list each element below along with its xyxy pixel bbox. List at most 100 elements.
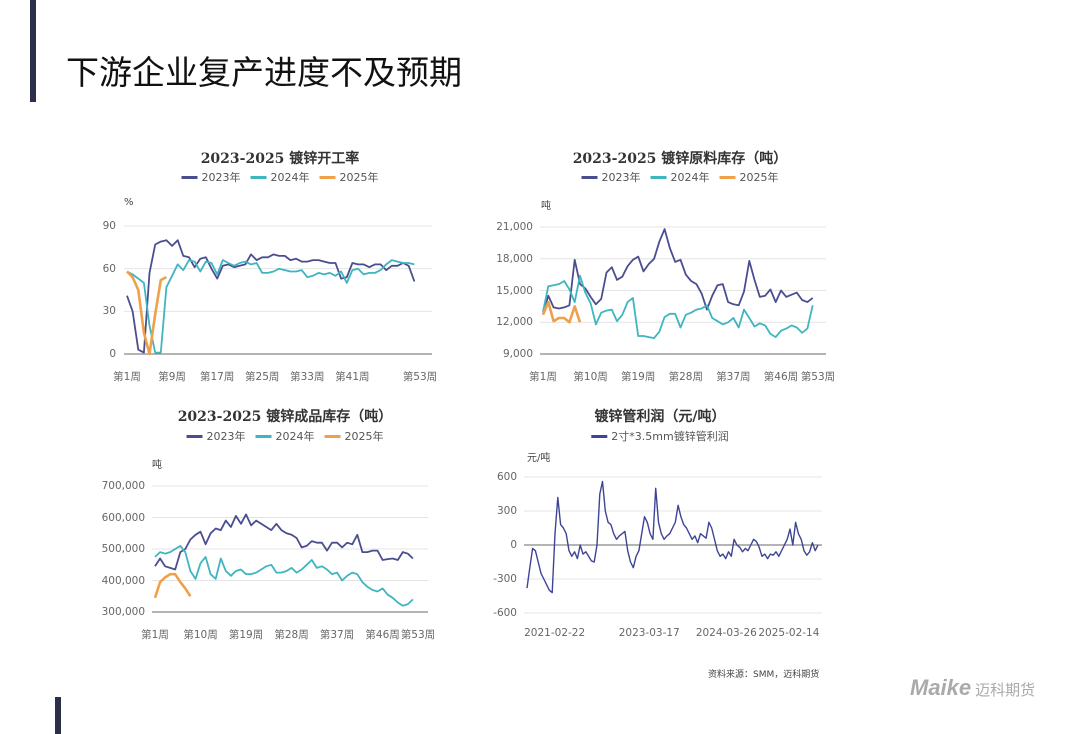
y-tick-label: 30 bbox=[102, 305, 116, 318]
y-tick-label: 60 bbox=[102, 262, 116, 275]
chart-title: 2023-2025 镀锌成品库存（吨） bbox=[177, 409, 393, 425]
axis-unit: % bbox=[124, 197, 134, 208]
legend-swatch bbox=[581, 175, 598, 179]
y-tick-label: 300 bbox=[496, 505, 517, 517]
maike-logo: Maike 迈科期货 bbox=[910, 675, 1035, 701]
x-tick-label: 2023-03-17 bbox=[618, 627, 680, 639]
x-tick-label: 第53周 bbox=[400, 629, 436, 641]
series-line-2024 bbox=[154, 545, 414, 607]
legend-item: 2025年 bbox=[719, 169, 779, 185]
legend-swatch bbox=[250, 175, 267, 179]
chart-legend: 2023年 2024年 2025年 bbox=[181, 169, 379, 185]
y-tick-label: 9,000 bbox=[502, 348, 533, 360]
y-tick-label: 18,000 bbox=[496, 252, 533, 265]
legend-item: 2023年 bbox=[581, 169, 641, 185]
x-tick-label: 2024-03-26 bbox=[695, 627, 757, 639]
legend-item: 2023年 bbox=[181, 169, 241, 185]
legend-item: 2寸*3.5mm镀锌管利润 bbox=[591, 428, 729, 444]
series-line-2025 bbox=[541, 300, 582, 324]
x-tick-label: 2021-02-22 bbox=[524, 627, 586, 639]
y-tick-label: 600,000 bbox=[101, 511, 145, 524]
x-tick-label: 第46周 bbox=[763, 371, 799, 383]
legend-label: 2寸*3.5mm镀锌管利润 bbox=[611, 430, 729, 443]
legend-item: 2024年 bbox=[650, 169, 710, 185]
series-line-2023 bbox=[542, 228, 814, 315]
x-tick-label: 第10周 bbox=[573, 371, 608, 383]
series-line-profit bbox=[526, 480, 819, 594]
x-tick-label: 第37周 bbox=[716, 371, 751, 383]
series-line-2025 bbox=[153, 572, 192, 599]
x-tick-label: 第53周 bbox=[800, 371, 836, 383]
x-tick-label: 2025-02-14 bbox=[758, 627, 820, 639]
x-tick-label: 第28周 bbox=[668, 371, 703, 383]
series-line-2024 bbox=[542, 274, 814, 340]
x-tick-label: 第33周 bbox=[290, 371, 325, 383]
axis-unit: 元/吨 bbox=[527, 453, 551, 464]
legend-label: 2024年 bbox=[275, 430, 315, 443]
legend-swatch bbox=[186, 434, 203, 438]
x-tick-label: 第10周 bbox=[183, 629, 218, 641]
series-line-2023 bbox=[126, 239, 416, 354]
y-tick-label: -300 bbox=[493, 573, 517, 585]
legend-swatch bbox=[181, 175, 198, 179]
chart-legend: 2寸*3.5mm镀锌管利润 bbox=[591, 428, 729, 444]
x-tick-label: 第1周 bbox=[141, 629, 169, 641]
x-tick-label: 第19周 bbox=[621, 371, 656, 383]
legend-label: 2023年 bbox=[201, 171, 241, 184]
legend-item: 2023年 bbox=[186, 428, 246, 444]
x-tick-label: 第37周 bbox=[319, 629, 355, 641]
x-tick-label: 第41周 bbox=[335, 371, 370, 383]
y-tick-label: 12,000 bbox=[496, 316, 533, 329]
legend-swatch bbox=[319, 175, 336, 179]
series-line-2023 bbox=[154, 513, 414, 571]
chart-title: 2023-2025 镀锌原料库存（吨） bbox=[572, 151, 788, 167]
axis-unit: 吨 bbox=[152, 460, 162, 471]
x-tick-label: 第28周 bbox=[274, 629, 309, 641]
legend-swatch bbox=[719, 175, 736, 179]
chart-title: 镀锌管利润（元/吨） bbox=[594, 409, 726, 425]
title-accent-bar bbox=[30, 0, 36, 102]
legend-item: 2025年 bbox=[319, 169, 379, 185]
x-tick-label: 第25周 bbox=[245, 371, 280, 383]
legend-item: 2025年 bbox=[324, 428, 384, 444]
source-note: 资料来源：SMM，迈科期货 bbox=[708, 670, 820, 680]
chart-legend: 2023年 2024年 2025年 bbox=[186, 428, 384, 444]
x-tick-label: 第19周 bbox=[228, 629, 264, 641]
y-tick-label: 300,000 bbox=[101, 606, 145, 618]
legend-label: 2024年 bbox=[670, 171, 710, 184]
x-tick-label: 第1周 bbox=[529, 371, 557, 383]
logo-cn: 迈科期货 bbox=[975, 681, 1036, 699]
y-tick-label: 0 bbox=[510, 539, 517, 551]
y-tick-label: 90 bbox=[102, 220, 116, 232]
chart-legend: 2023年 2024年 2025年 bbox=[581, 169, 779, 185]
legend-swatch bbox=[591, 434, 608, 438]
y-tick-label: 700,000 bbox=[101, 480, 145, 492]
legend-item: 2024年 bbox=[250, 169, 310, 185]
legend-label: 2025年 bbox=[739, 171, 779, 184]
legend-swatch bbox=[650, 175, 667, 179]
x-tick-label: 第9周 bbox=[158, 371, 186, 383]
x-tick-label: 第53周 bbox=[402, 371, 438, 383]
legend-label: 2023年 bbox=[206, 430, 246, 443]
y-tick-label: -600 bbox=[493, 607, 517, 619]
x-tick-label: 第46周 bbox=[365, 629, 400, 641]
legend-item: 2024年 bbox=[255, 428, 315, 444]
legend-label: 2025年 bbox=[339, 171, 379, 184]
x-tick-label: 第17周 bbox=[199, 371, 235, 383]
y-tick-label: 15,000 bbox=[496, 284, 533, 297]
legend-label: 2025年 bbox=[344, 430, 384, 443]
chart-title: 2023-2025 镀锌开工率 bbox=[200, 151, 360, 167]
legend-label: 2024年 bbox=[270, 171, 310, 184]
page-title: 下游企业复产进度不及预期 bbox=[66, 53, 462, 92]
axis-unit: 吨 bbox=[541, 201, 551, 212]
y-tick-label: 600 bbox=[496, 471, 517, 483]
series-line-2024 bbox=[126, 259, 415, 354]
legend-swatch bbox=[324, 434, 341, 438]
legend-swatch bbox=[255, 434, 272, 438]
logo-text: Maike bbox=[910, 675, 972, 700]
legend-label: 2023年 bbox=[601, 171, 641, 184]
y-tick-label: 21,000 bbox=[496, 221, 533, 233]
y-tick-label: 500,000 bbox=[101, 543, 145, 555]
series-line-2025 bbox=[126, 270, 167, 356]
